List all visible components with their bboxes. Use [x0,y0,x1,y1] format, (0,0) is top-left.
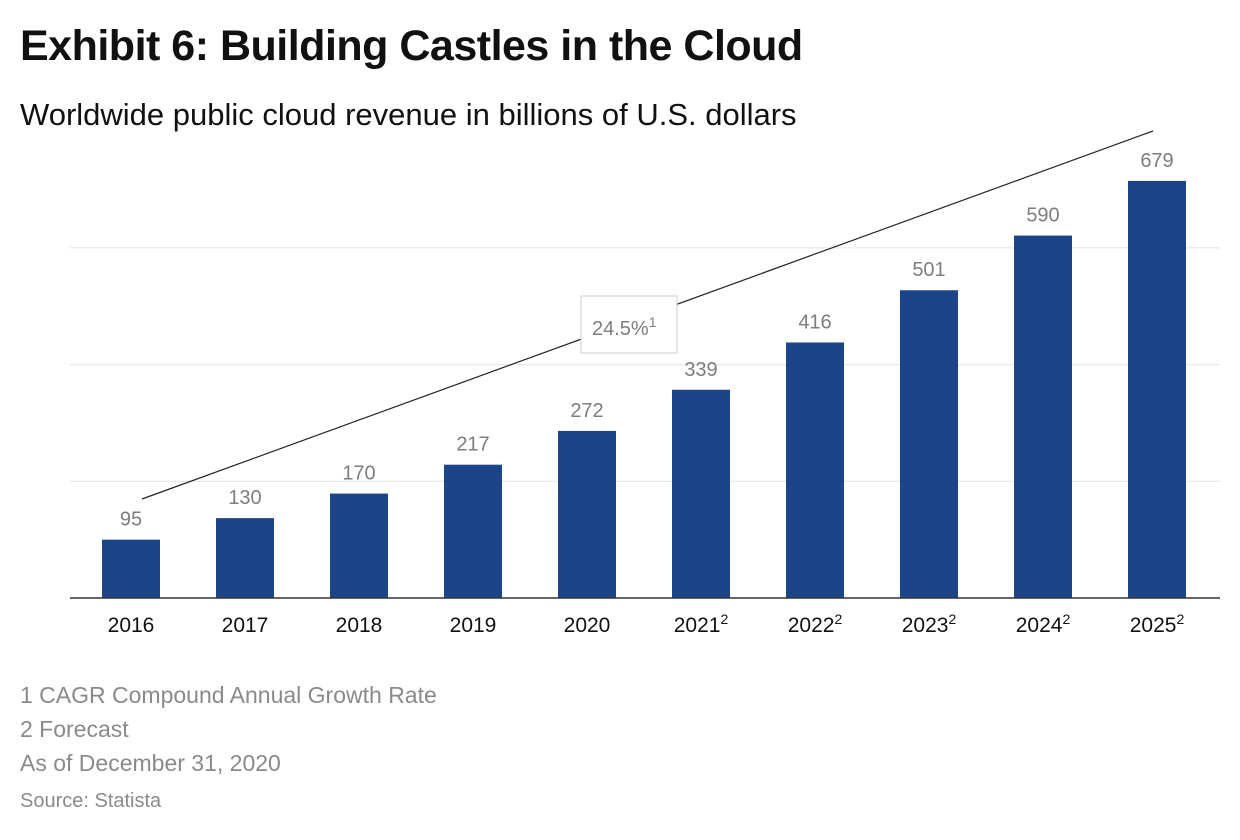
bar-2019 [444,464,502,598]
value-label-2021: 339 [684,359,717,381]
bar-2017 [216,518,274,598]
cagr-label-box [580,295,678,354]
x-tick-label-2018: 2018 [336,614,383,637]
value-label-2022: 416 [798,311,831,333]
footnote-cagr: 1 CAGR Compound Annual Growth Rate [20,682,437,708]
bar-2020 [558,430,616,598]
chart-title: Exhibit 6: Building Castles in the Cloud [20,22,803,70]
x-tick-label-2017: 2017 [222,614,269,637]
value-label-2025: 679 [1140,150,1173,172]
x-tick-label-2025: 20252 [1130,611,1185,637]
x-tick-label-2022: 20222 [788,611,843,637]
footnotes: 1 CAGR Compound Annual Growth Rate 2 For… [20,678,437,780]
value-label-2016: 95 [120,509,142,531]
source-note: Source: Statista [20,790,162,812]
bar-2022 [786,342,844,598]
bar-2025 [1128,180,1186,598]
value-label-2017: 130 [228,487,261,509]
x-tick-label-2023: 20232 [902,611,957,637]
footnote-forecast: 2 Forecast [20,716,129,742]
bar-2016 [102,539,160,598]
chart-subtitle: Worldwide public cloud revenue in billio… [20,97,797,132]
bar-2018 [330,493,388,598]
bar-2021 [672,389,730,598]
x-tick-label-2021: 20212 [674,611,729,637]
footnote-date: As of December 31, 2020 [20,750,281,776]
bar-2023 [900,290,958,598]
value-label-2018: 170 [342,463,375,485]
value-label-2024: 590 [1026,205,1059,227]
bar-2024 [1014,235,1072,599]
value-label-2019: 217 [456,434,489,456]
cagr-label: 24.5%1 [592,314,657,340]
x-tick-label-2020: 2020 [564,614,611,637]
x-tick-label-2016: 2016 [108,614,155,637]
x-tick-label-2024: 20242 [1016,611,1071,637]
value-label-2020: 272 [570,400,603,422]
bar-chart: 95 2016 130 2017 170 2018 217 2019 272 2020 339 202… [70,130,1220,637]
x-tick-label-2019: 2019 [450,614,497,637]
value-label-2023: 501 [912,259,945,281]
